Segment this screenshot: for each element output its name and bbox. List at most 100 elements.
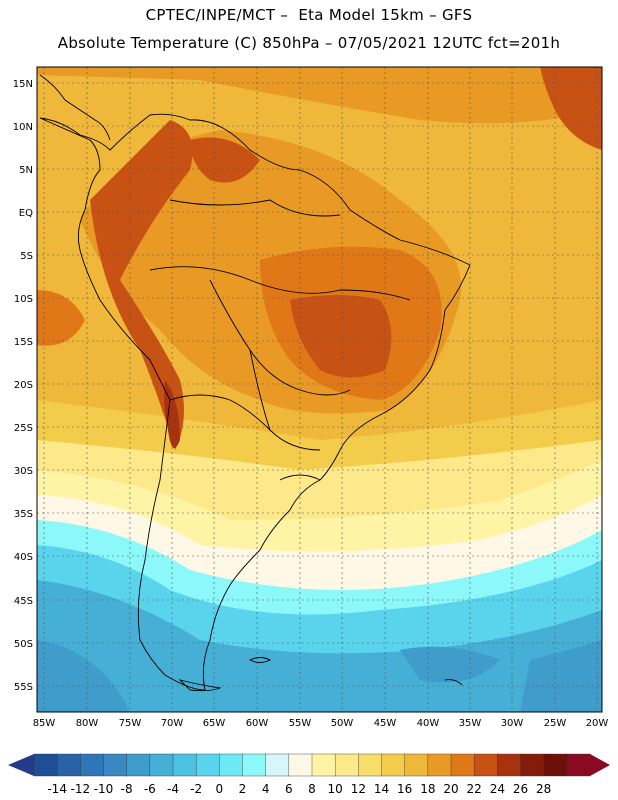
field-west-ocean-hot [37,290,85,346]
field-layer [37,67,602,712]
border-6 [279,474,321,481]
colorbar-swatch [195,753,221,777]
lon-label: 25W [544,718,567,729]
colorbar-swatch [172,753,197,777]
colorbar-tick-label: 8 [308,782,316,796]
coastlines [39,74,471,692]
lat-label: 20S [14,380,33,391]
colorbar-swatch [265,753,290,777]
lat-label: EQ [19,208,33,219]
colorbar-swatch [288,753,313,777]
colorbar-swatch [520,753,545,777]
colorbar-tick-label: -12 [70,782,91,796]
border-5 [169,394,271,431]
lat-label: 40S [14,552,33,563]
colorbar-high-arrow [590,754,610,776]
colorbar-tick-label: 12 [350,782,366,796]
lon-label: 30W [501,718,524,729]
lon-label: 40W [417,718,440,729]
lat-label: 15S [14,337,33,348]
lon-label: 45W [374,718,397,729]
graticule [37,67,602,712]
colorbar-swatch [334,753,360,777]
colorbar-tick-label: 2 [238,782,247,796]
lon-label: 35W [459,718,482,729]
field-brazil-very-hot [290,295,392,378]
lat-label: 10S [14,294,33,305]
lat-label: 50S [14,639,33,650]
lon-label: 20W [586,718,609,729]
colorbar-low-arrow [8,754,34,776]
colorbar-swatch [450,753,475,777]
field-deep-cold-e [400,646,500,683]
colorbar-tick-label: -14 [47,782,67,796]
longitude-labels: 85W 80W 75W 70W 65W 60W 55W 50W 45W 40W … [33,718,609,729]
field-ne-hotspot [540,67,602,150]
field-venezuela-hot [190,137,260,183]
colorbar-swatch [103,753,128,777]
south-georgia [444,679,463,686]
colorbar-tick-label: 22 [466,782,482,796]
colorbar-tick-label: 0 [215,782,224,796]
lat-label: 5S [20,251,33,262]
lat-label: 55S [14,682,33,693]
lat-label: 10N [13,122,33,133]
colorbar-tick-label: -8 [120,782,133,796]
lat-label: 25S [14,423,33,434]
south-america-outline [39,113,471,691]
colorbar-swatch [566,753,591,777]
colorbar-tick-label: 18 [420,782,436,796]
field-ocean-hot [37,67,602,124]
colorbar-tick-label: 10 [327,782,343,796]
colorbar-tick-label: 14 [373,782,390,796]
lat-label: 30S [14,466,33,477]
colorbar-tick-label: 28 [536,782,552,796]
colorbar-swatch [242,753,267,777]
colorbar-swatch [126,753,151,777]
lon-label: 60W [246,718,269,729]
lat-label: 15N [13,79,33,90]
colorbar-tick-label: 24 [489,782,505,796]
colorbar-tick-label: -4 [167,782,179,796]
colorbar-tick-label: 4 [261,782,270,796]
field-deep-cold-sw [520,640,602,712]
field-deep-cold [37,640,130,712]
colorbar-swatch [56,753,82,777]
colorbar-tick-label: -10 [93,782,114,796]
latitude-labels: 15N 10N 5N EQ 5S 10S 15S 20S 25S 30S 35S… [13,79,33,693]
lon-label: 70W [161,718,184,729]
colorbar-tick-label: 16 [397,782,413,796]
lon-label: 55W [289,718,312,729]
tierra-del-fuego [178,679,222,692]
lon-label: 65W [203,718,226,729]
colorbar-swatch [404,753,429,777]
lon-label: 80W [76,718,99,729]
colorbar-tick-label: 26 [512,782,529,796]
chart-title-line-2: Absolute Temperature (C) 850hPa – 07/05/… [57,34,561,52]
colorbar [8,753,610,777]
lon-label: 50W [331,718,354,729]
lat-label: 5N [19,165,33,176]
lon-label: 75W [119,718,142,729]
colorbar-swatch [427,753,452,777]
colorbar-swatch [358,753,383,777]
map-frame [36,66,603,713]
colorbar-swatch [497,753,522,777]
colorbar-tick-label: -6 [143,782,156,796]
colorbar-tick-label: -2 [190,782,203,796]
border-1 [169,199,341,217]
colorbar-tick-label: 20 [443,782,459,796]
colorbar-tick-label: 6 [285,782,293,796]
colorbar-swatch [473,753,499,777]
colorbar-swatch [80,753,105,777]
lon-label: 85W [33,718,56,729]
colorbar-swatch [149,753,174,777]
central-america [39,74,111,141]
field-andes-hot [90,120,193,450]
falklands [248,657,272,663]
colorbar-swatch [311,753,336,777]
colorbar-swatch [543,753,568,777]
chart-title-line-1: CPTEC/INPE/MCT – Eta Model 15km – GFS [145,6,473,24]
colorbar-swatch [381,753,406,777]
